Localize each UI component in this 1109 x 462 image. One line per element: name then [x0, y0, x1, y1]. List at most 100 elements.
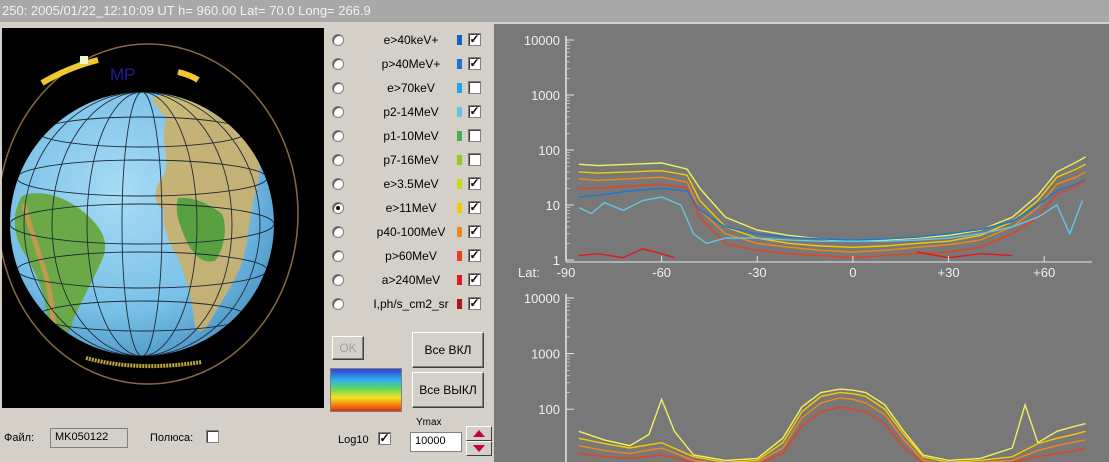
file-label: Файл:: [4, 432, 35, 444]
channel-radio[interactable]: [332, 226, 344, 238]
globe-view[interactable]: MP: [2, 28, 324, 408]
channel-label: e>70keV: [387, 81, 435, 95]
x-tick-label: -30: [748, 265, 767, 280]
channel-checkbox[interactable]: [468, 153, 481, 166]
channel-row: e>40keV+ ✓: [326, 28, 492, 52]
x-tick-label: -90: [557, 265, 576, 280]
flux-series-line: [578, 388, 1086, 462]
channel-radio[interactable]: [332, 298, 344, 310]
title-text: 250: 2005/01/22_12:10:09 UT h= 960.00 La…: [2, 3, 371, 18]
flux-plots: 10000 1000 100 10 1 10000 1000 100 Lat: -90 -60 -30…: [494, 24, 1109, 462]
channel-checkbox[interactable]: ✓: [468, 32, 481, 46]
channel-label: p>40MeV+: [381, 57, 441, 71]
flux-plot-canvas: 10000 1000 100 10 1 10000 1000 100 Lat: -90 -60 -30…: [518, 33, 1092, 462]
orbit-track-bottom: [85, 356, 203, 369]
satellite-marker: [80, 56, 88, 64]
flux-series-line: [578, 248, 675, 259]
orbit-track-right: [177, 69, 200, 83]
flux-series-line: [578, 391, 1086, 462]
x-tick-label: +60: [1033, 265, 1055, 280]
ok-button[interactable]: OK: [332, 336, 364, 360]
channel-radio[interactable]: [332, 58, 344, 70]
channel-row: p2-14MeV ✓: [326, 100, 492, 124]
channel-label: p2-14MeV: [383, 105, 439, 119]
y-tick-label: 100: [538, 143, 560, 158]
color-scale: [330, 368, 402, 412]
channel-label: p>60MeV: [385, 249, 437, 263]
poles-checkbox[interactable]: [206, 430, 219, 443]
channel-radio[interactable]: [332, 154, 344, 166]
channel-row: p>60MeV ✓: [326, 244, 492, 268]
globe-canvas[interactable]: MP: [2, 28, 324, 408]
channel-row: e>3.5MeV ✓: [326, 172, 492, 196]
poles-label: Полюса:: [150, 432, 194, 444]
log10-checkbox[interactable]: ✓: [378, 431, 391, 445]
channel-radio[interactable]: [332, 274, 344, 286]
channel-row: p>40MeV+ ✓: [326, 52, 492, 76]
y-tick-label: 1000: [531, 347, 560, 362]
channel-row: I,ph/s_cm2_sr ✓: [326, 292, 492, 316]
channel-color-swatch: [457, 107, 462, 117]
ymax-spinner[interactable]: [466, 426, 492, 456]
channel-color-swatch: [457, 251, 462, 261]
channel-color-swatch: [457, 35, 462, 45]
channel-label: p1-10MeV: [383, 129, 439, 143]
flux-series-line: [578, 171, 1086, 253]
channel-color-swatch: [457, 155, 462, 165]
channel-checkbox[interactable]: ✓: [468, 248, 481, 262]
channel-legend: e>40keV+ ✓ p>40MeV+ ✓ e>70keV p2-14MeV ✓ p1-10M…: [326, 28, 492, 412]
channel-checkbox[interactable]: ✓: [468, 56, 481, 70]
channel-checkbox[interactable]: ✓: [468, 224, 481, 238]
channel-color-swatch: [457, 179, 462, 189]
spin-up-arrow-icon[interactable]: [466, 426, 492, 441]
y-tick-label: 10000: [524, 291, 560, 306]
channel-color-swatch: [457, 203, 462, 213]
y-tick-label: 1000: [531, 88, 560, 103]
channel-radio[interactable]: [332, 202, 344, 214]
channel-row: e>70keV: [326, 76, 492, 100]
channel-checkbox[interactable]: ✓: [468, 104, 481, 118]
channel-color-swatch: [457, 83, 462, 93]
channel-label: I,ph/s_cm2_sr: [373, 297, 449, 311]
flux-series-line: [578, 178, 1086, 241]
channel-radio[interactable]: [332, 106, 344, 118]
title-bar: 250: 2005/01/22_12:10:09 UT h= 960.00 La…: [0, 0, 1109, 22]
channel-radio[interactable]: [332, 34, 344, 46]
channel-checkbox[interactable]: [468, 81, 481, 94]
channel-checkbox[interactable]: ✓: [468, 296, 481, 310]
channel-radio[interactable]: [332, 82, 344, 94]
channel-radio[interactable]: [332, 130, 344, 142]
mp-label: MP: [110, 65, 136, 84]
channel-checkbox[interactable]: ✓: [468, 272, 481, 286]
x-tick-label: 0: [849, 265, 856, 280]
channel-checkbox[interactable]: ✓: [468, 176, 481, 190]
channel-color-swatch: [457, 275, 462, 285]
channel-row: p7-16MeV: [326, 148, 492, 172]
y-tick-label: 1: [553, 253, 560, 268]
lat-axis-label: Lat:: [518, 265, 540, 280]
flux-series-line: [578, 397, 1086, 462]
ymax-field[interactable]: 10000: [410, 432, 462, 452]
channel-label: p40-100MeV: [376, 225, 446, 239]
file-field[interactable]: MK050122: [50, 428, 128, 448]
x-tick-label: -60: [652, 265, 671, 280]
status-bar: Файл: MK050122 Полюса: Log10 ✓ Ymax 1000…: [0, 412, 494, 462]
channel-row: p1-10MeV: [326, 124, 492, 148]
channel-checkbox[interactable]: ✓: [468, 200, 481, 214]
channel-row: e>11MeV ✓: [326, 196, 492, 220]
africa-vegetation: [176, 197, 225, 262]
x-tick-label: +30: [938, 265, 960, 280]
all-off-button[interactable]: Все ВЫКЛ: [412, 372, 484, 408]
channel-row: a>240MeV ✓: [326, 268, 492, 292]
all-on-button[interactable]: Все ВКЛ: [412, 332, 484, 368]
flux-series-line: [578, 163, 1086, 249]
channel-radio[interactable]: [332, 178, 344, 190]
channel-row: p40-100MeV ✓: [326, 220, 492, 244]
flux-series-line: [578, 196, 1084, 245]
channel-radio[interactable]: [332, 250, 344, 262]
channel-label: a>240MeV: [381, 273, 441, 287]
spin-down-arrow-icon[interactable]: [466, 441, 492, 456]
channel-checkbox[interactable]: [468, 129, 481, 142]
channel-color-swatch: [457, 59, 462, 69]
orbit-ring: [2, 43, 299, 385]
